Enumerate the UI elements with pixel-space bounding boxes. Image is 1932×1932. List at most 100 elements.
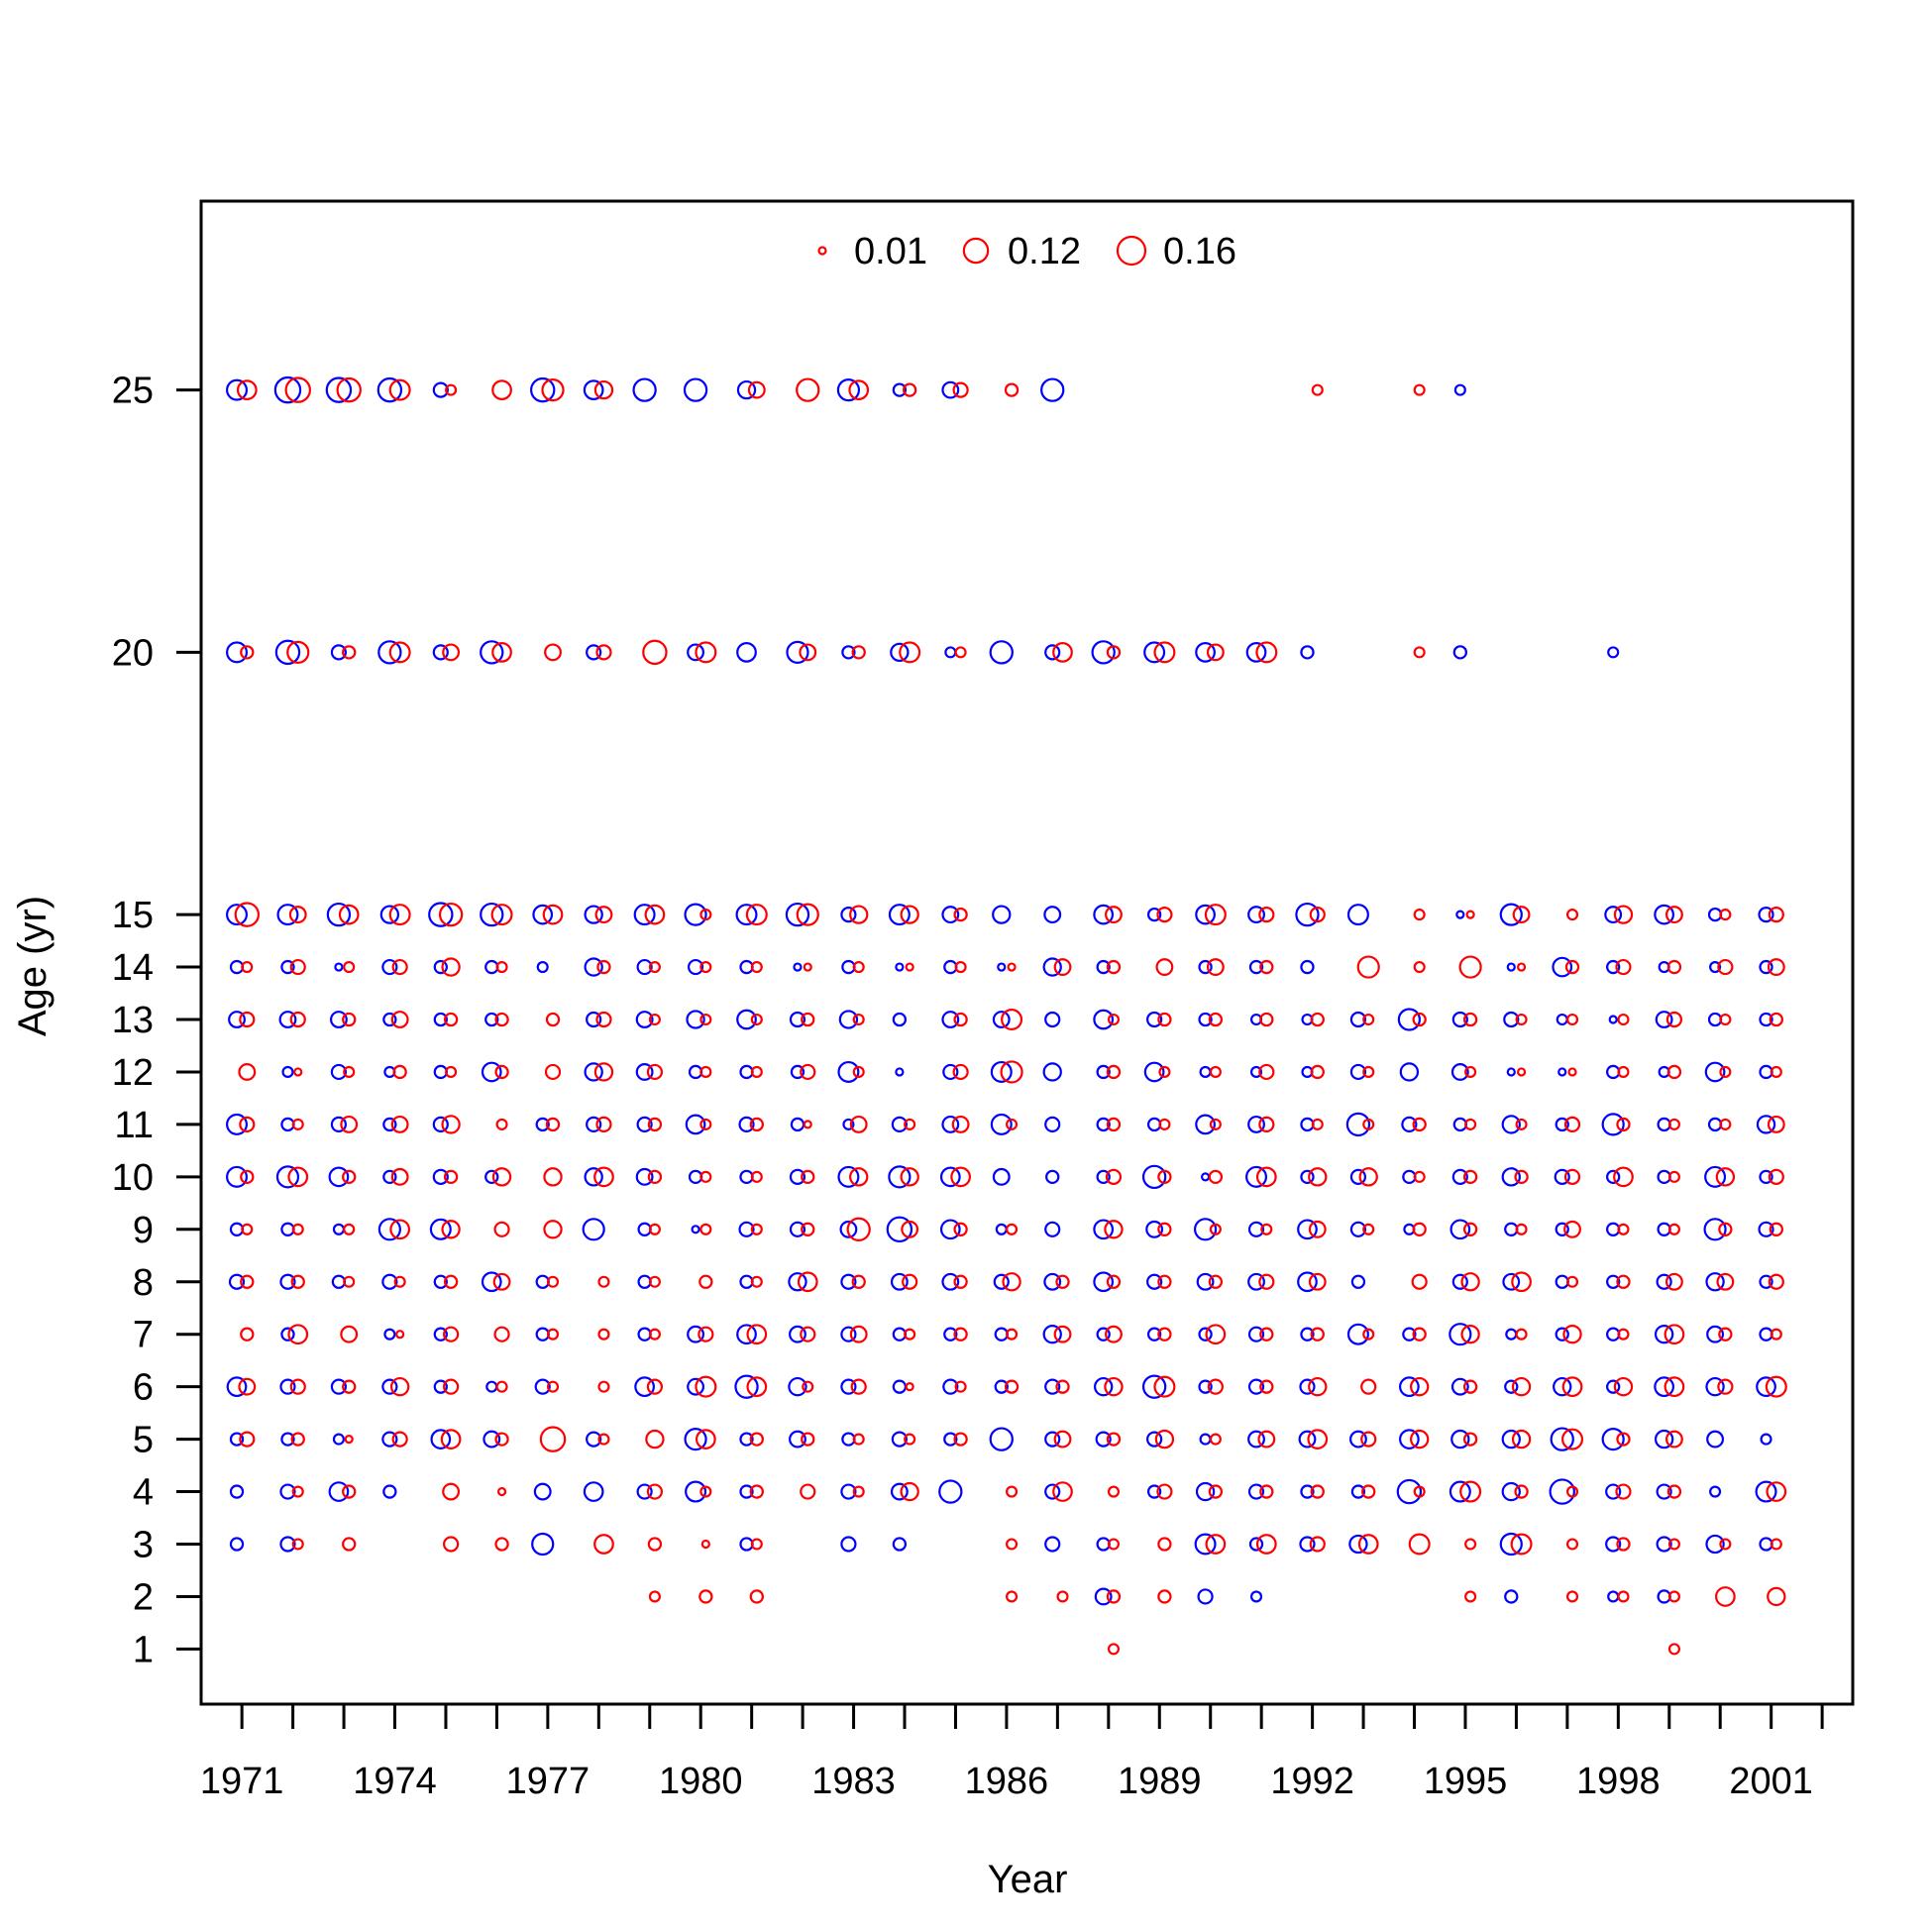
bubble-blue <box>1042 1062 1062 1082</box>
bubble-red <box>336 376 362 403</box>
y-tick-label: 14 <box>112 947 154 989</box>
bubble-red <box>1460 1272 1480 1292</box>
bubble-red <box>544 643 562 662</box>
bubble-blue <box>1143 1061 1165 1083</box>
bubble-red <box>1106 1064 1122 1080</box>
bubble-blue <box>1709 961 1722 974</box>
bubble-blue <box>789 1325 806 1343</box>
bubble-blue <box>1705 1272 1725 1292</box>
bubble-red <box>1613 1376 1634 1397</box>
bubble-red <box>699 1065 712 1079</box>
bubble-blue <box>1349 1168 1367 1185</box>
bubble-blue <box>1247 1430 1265 1449</box>
bubble-blue <box>839 1220 858 1238</box>
bubble-red <box>1664 1272 1683 1291</box>
bubble-blue <box>586 644 602 661</box>
bubble-red <box>595 644 612 661</box>
bubble-blue <box>790 1064 805 1080</box>
bubble-red <box>1258 1273 1275 1290</box>
bubble-blue <box>332 1433 345 1446</box>
bubble-red <box>1718 1222 1733 1236</box>
bubble-blue <box>281 1065 294 1079</box>
bubble-blue <box>1247 1326 1265 1342</box>
bubble-blue <box>895 1067 905 1077</box>
bubble-blue <box>636 1116 653 1133</box>
bubble-red <box>1408 1533 1431 1556</box>
bubble-blue <box>226 1113 249 1135</box>
bubble-red <box>1107 1643 1121 1656</box>
bubble-blue <box>1195 1114 1216 1135</box>
bubble-red <box>442 643 461 662</box>
bubble-red <box>952 381 969 398</box>
bubble-blue <box>788 1272 807 1292</box>
bubble-red <box>749 1589 764 1604</box>
bubble-blue <box>1451 1168 1468 1185</box>
bubble-blue <box>890 1272 909 1291</box>
bubble-red <box>440 1429 462 1449</box>
bubble-red <box>901 1220 919 1238</box>
bubble-blue <box>1759 959 1773 975</box>
bubble-blue <box>941 1272 960 1291</box>
bubble-red <box>1719 909 1732 921</box>
bubble-red <box>1308 1272 1327 1291</box>
bubble-blue <box>1044 1011 1061 1028</box>
bubble-red <box>1464 1538 1477 1551</box>
bubble-red <box>1465 910 1475 919</box>
bubble-blue <box>683 377 708 402</box>
bubble-red <box>288 906 307 924</box>
bubble-red <box>1719 1118 1732 1130</box>
bubble-red <box>1308 1220 1327 1238</box>
bubble-red <box>1002 1272 1021 1292</box>
bubble-red <box>1770 1328 1782 1341</box>
bubble-red <box>852 1433 865 1446</box>
bubble-red <box>1515 1013 1528 1026</box>
bubble-blue <box>1504 1379 1519 1394</box>
bubble-blue <box>1709 1485 1722 1498</box>
bubble-blue <box>226 1376 248 1398</box>
bubble-blue <box>888 1165 912 1189</box>
bubble-blue <box>1504 1589 1519 1604</box>
bubble-blue <box>1550 1427 1574 1451</box>
bubble-blue <box>280 1432 295 1447</box>
bubble-red <box>1107 1013 1121 1026</box>
bubble-red <box>953 907 968 922</box>
bubble-red <box>750 1170 763 1183</box>
bubble-blue <box>1146 1484 1162 1499</box>
bubble-blue <box>1198 1327 1213 1342</box>
bubble-red <box>1259 1327 1274 1342</box>
bubble-blue <box>1502 1272 1521 1291</box>
bubble-red <box>695 1375 717 1398</box>
bubble-blue <box>938 1479 963 1504</box>
bubble-red <box>1106 959 1122 975</box>
bubble-blue <box>279 1378 296 1395</box>
bubble-blue <box>1245 642 1267 663</box>
bubble-red <box>1158 1065 1171 1079</box>
bubble-red <box>1153 641 1176 664</box>
bubble-red <box>1719 1538 1732 1551</box>
bubble-blue <box>687 1325 704 1343</box>
bubble-red <box>491 379 512 400</box>
bubble-blue <box>1198 959 1213 975</box>
bubble-blue <box>428 902 454 927</box>
bubble-red <box>953 1222 968 1236</box>
bubble-blue <box>1345 1112 1371 1137</box>
bubble-red <box>1567 1067 1577 1077</box>
bubble-red <box>492 1272 511 1291</box>
bubble-blue <box>840 1326 857 1342</box>
bubble-blue <box>989 640 1014 665</box>
bubble-red <box>903 382 917 397</box>
bubble-blue <box>1298 1430 1317 1449</box>
y-tick-label: 15 <box>112 895 154 936</box>
bubble-red <box>441 1115 461 1134</box>
bubble-blue <box>941 1011 960 1028</box>
bubble-blue <box>381 1273 398 1290</box>
bubble-blue <box>1704 1165 1727 1188</box>
bubble-red <box>1158 1118 1171 1130</box>
bubble-red <box>1006 1118 1019 1130</box>
bubble-red <box>1259 959 1274 975</box>
bubble-blue <box>1601 1428 1625 1451</box>
bubble-blue <box>1247 1115 1265 1133</box>
bubble-blue <box>280 959 295 975</box>
bubble-blue <box>997 962 1007 972</box>
bubble-red <box>951 1115 970 1133</box>
